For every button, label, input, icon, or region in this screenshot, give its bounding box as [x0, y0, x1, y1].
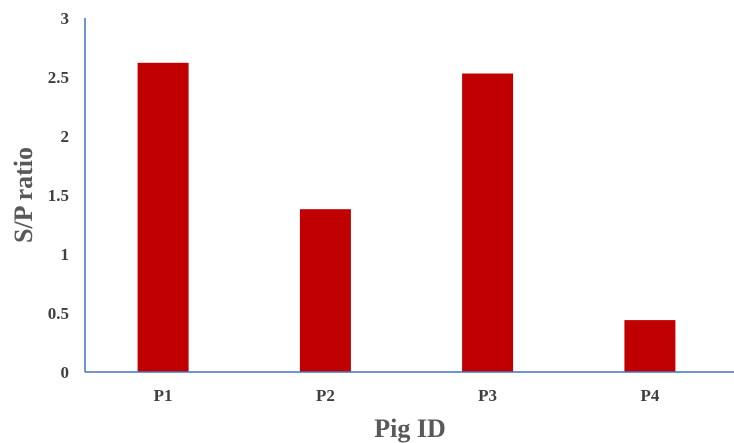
y-tick-label-1: 0.5 [48, 304, 69, 323]
axes-group [84, 18, 734, 373]
y-tick-label-0: 0 [61, 363, 70, 382]
y-axis-title: S/P ratio [9, 147, 38, 243]
y-tick-label-2: 1 [61, 245, 70, 264]
x-axis-title: Pig ID [374, 414, 446, 443]
x-tick-label-p4: P4 [640, 386, 659, 405]
y-tick-label-4: 2 [61, 127, 70, 146]
bars-group [137, 62, 676, 373]
bar-p2 [299, 209, 351, 372]
x-tick-label-p1: P1 [154, 386, 173, 405]
bar-p4 [624, 320, 676, 372]
bar-p3 [462, 73, 514, 372]
y-tick-label-3: 1.5 [48, 186, 69, 205]
x-tick-labels: P1 P2 P3 P4 [154, 386, 660, 405]
y-tick-label-6: 3 [61, 9, 70, 28]
x-tick-label-p3: P3 [478, 386, 497, 405]
y-tick-labels: 0 0.5 1 1.5 2 2.5 3 [48, 9, 69, 382]
x-tick-label-p2: P2 [316, 386, 335, 405]
bar-p1 [137, 62, 189, 373]
y-tick-label-5: 2.5 [48, 68, 69, 87]
